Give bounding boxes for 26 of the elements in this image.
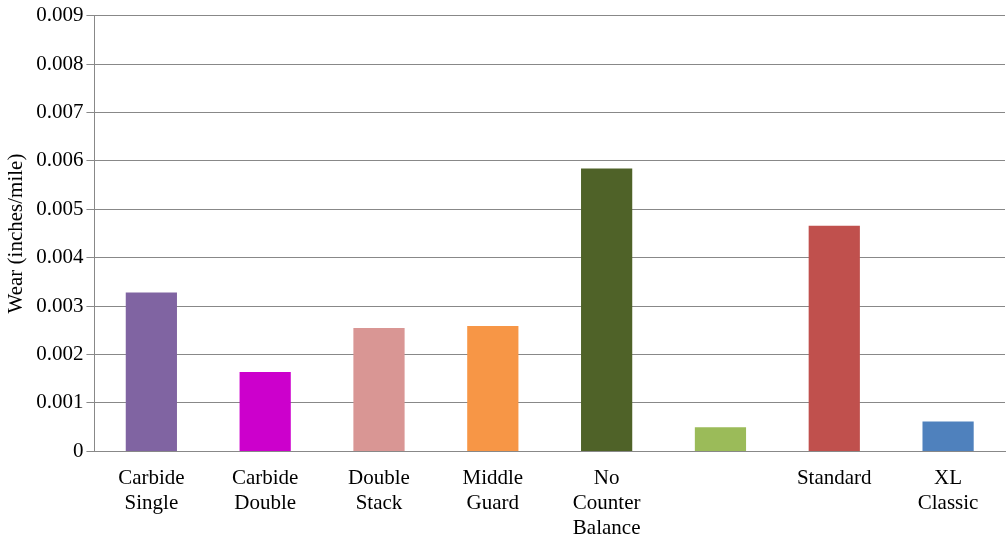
x-tick-label: Middle Guard	[462, 464, 524, 514]
y-tick-label: 0.003	[36, 292, 84, 317]
x-tick-label: Carbide Single	[118, 464, 185, 514]
bar	[694, 427, 747, 451]
y-tick-label: 0	[72, 437, 84, 462]
bar	[808, 225, 860, 451]
bar	[467, 325, 519, 451]
x-tick-label: No Counter Balance	[572, 464, 641, 539]
y-tick-label: 0.007	[36, 98, 84, 123]
y-tick-label: 0.009	[36, 2, 84, 27]
y-tick-label: 0.008	[36, 50, 84, 75]
y-tick-label: 0.002	[36, 341, 84, 366]
bar	[922, 421, 974, 451]
x-tick-label: XL Classic	[917, 464, 979, 514]
y-tick-label: 0.001	[36, 389, 84, 414]
bar	[239, 371, 291, 451]
bar	[581, 168, 633, 451]
y-tick-label: 0.004	[36, 244, 84, 269]
y-axis-title: Wear (inches/mile)	[3, 153, 28, 314]
bar	[125, 292, 177, 451]
y-tick-label: 0.006	[36, 147, 84, 172]
bar	[353, 327, 405, 451]
x-tick-label: Carbide Double	[231, 464, 299, 514]
y-tick-label: 0.005	[36, 195, 84, 220]
x-tick-label: Standard	[796, 464, 873, 489]
x-tick-label: Double Stack	[348, 464, 410, 514]
